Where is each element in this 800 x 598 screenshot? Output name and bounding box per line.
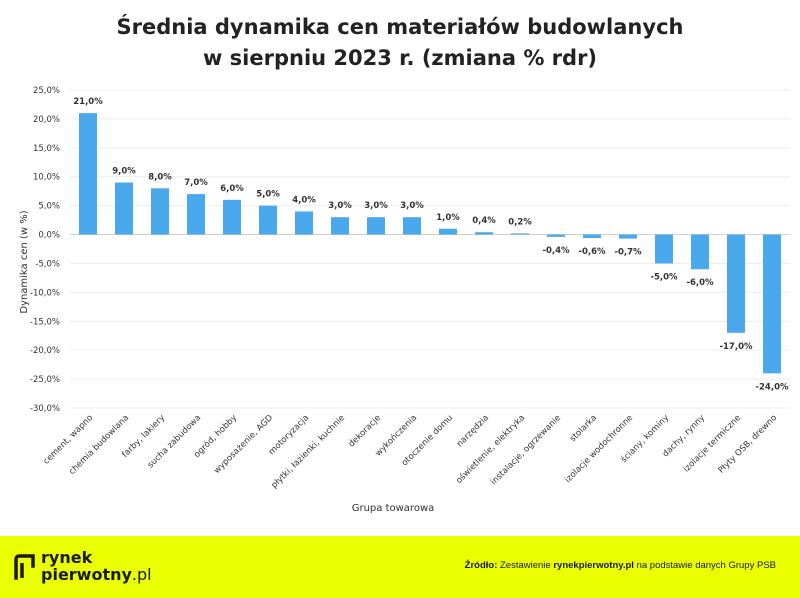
title-line-1: Średnia dynamika cen materiałów budowlan…: [116, 15, 684, 39]
gridlines: [70, 89, 790, 409]
source-label: Źródło:: [464, 560, 498, 571]
x-tick-label: dekoracje: [347, 413, 383, 449]
data-label: 5,0%: [256, 190, 280, 200]
source-note: Źródło: Zestawienie rynekpierwotny.pl na…: [465, 560, 776, 571]
data-label: 1,0%: [436, 213, 460, 223]
bar: [547, 234, 565, 237]
data-label: 4,0%: [292, 195, 316, 205]
logo-line-2: pierwotny: [41, 565, 132, 584]
x-tick-label: instalacje, ogrzewanie: [489, 413, 563, 487]
bar: [439, 228, 457, 235]
data-label: 3,0%: [364, 201, 388, 211]
data-label: -17,0%: [719, 342, 752, 352]
y-tick-label: 5,0%: [38, 202, 60, 212]
chart-title: Średnia dynamika cen materiałów budowlan…: [0, 12, 800, 74]
bar: [295, 211, 313, 235]
logo-text: rynek pierwotny.pl: [41, 550, 152, 583]
data-label: 3,0%: [400, 201, 424, 211]
data-label: 0,4%: [472, 216, 496, 226]
y-tick-label: -15,0%: [30, 317, 60, 327]
logo-domain: .pl: [131, 565, 152, 584]
data-label: 6,0%: [220, 184, 244, 194]
data-label: 21,0%: [73, 97, 103, 107]
y-axis-ticks: 25,0% 20,0% 15,0% 10,0% 5,0% 0,0% -5,0% -10,0% -…: [30, 86, 60, 414]
y-tick-label: -30,0%: [30, 404, 60, 414]
bar: [655, 234, 673, 264]
x-tick-label: chemia budowlana: [67, 413, 131, 477]
data-label: -0,4%: [542, 246, 570, 256]
y-tick-label: -25,0%: [30, 375, 60, 385]
bar: [367, 217, 385, 235]
bar: [115, 182, 133, 235]
y-tick-label: 15,0%: [33, 144, 60, 154]
data-label: -0,7%: [614, 248, 642, 258]
data-label: 0,2%: [508, 217, 532, 227]
data-label: 7,0%: [184, 178, 208, 188]
source-brand: rynekpierwotny.pl: [553, 560, 634, 571]
bars: [79, 113, 781, 374]
data-label: 8,0%: [148, 172, 172, 182]
y-axis-label: Dynamika cen (w %): [19, 210, 30, 313]
bar: [259, 205, 277, 235]
title-line-2: w sierpniu 2023 r. (zmiana % rdr): [202, 46, 598, 70]
source-text-2: na podstawie danych Grupy PSB: [636, 560, 776, 571]
source-text-1: Zestawienie: [500, 560, 551, 571]
bar: [619, 234, 637, 239]
x-tick-label: stolarka: [568, 413, 599, 444]
footer-bar: rynek pierwotny.pl Źródło: Zestawienie r…: [0, 536, 800, 598]
bar: [223, 199, 241, 235]
bar: [403, 217, 421, 235]
x-axis-label: Grupa towarowa: [352, 503, 435, 514]
bar: [79, 113, 97, 235]
bar: [763, 234, 781, 374]
x-tick-label: izolacje wodochronne: [563, 413, 635, 485]
y-tick-label: -5,0%: [35, 259, 60, 269]
data-label: -24,0%: [755, 382, 788, 392]
y-tick-label: 10,0%: [33, 173, 60, 183]
y-tick-label: 25,0%: [33, 86, 60, 96]
bar-chart: 25,0% 20,0% 15,0% 10,0% 5,0% 0,0% -5,0% -10,0% -…: [19, 86, 790, 514]
data-label: -0,6%: [578, 247, 606, 257]
x-tick-label: oświetlenie, elektryka: [454, 412, 528, 486]
bar: [187, 194, 205, 235]
logo-mark-icon: [14, 554, 35, 580]
x-tick-label: narzędzia: [455, 413, 491, 449]
bar: [727, 234, 745, 333]
data-label: -6,0%: [686, 278, 714, 288]
bar: [511, 233, 529, 235]
data-label: 3,0%: [328, 201, 352, 211]
logo-line-1: rynek: [41, 548, 93, 567]
x-tick-label: płytki, łazienki, kuchnie: [270, 413, 348, 491]
y-tick-label: -20,0%: [30, 346, 60, 356]
bar: [691, 234, 709, 270]
data-labels: 21,0% 9,0% 8,0% 7,0% 6,0% 5,0% 4,0% 3,0% 3,0% 3,0…: [73, 97, 789, 392]
y-tick-label: 20,0%: [33, 115, 60, 125]
data-label: -5,0%: [650, 272, 678, 282]
y-tick-label: -10,0%: [30, 288, 60, 298]
bar: [583, 234, 601, 239]
bar: [475, 232, 493, 235]
y-tick-label: 0,0%: [38, 231, 60, 241]
bar: [331, 217, 349, 235]
bar: [151, 188, 169, 235]
data-label: 9,0%: [112, 167, 136, 177]
